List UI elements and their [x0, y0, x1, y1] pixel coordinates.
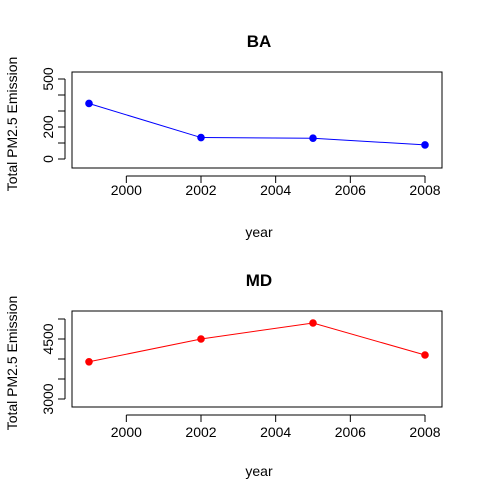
- x-tick-label: 2002: [185, 424, 216, 440]
- x-axis-label: year: [245, 224, 273, 240]
- x-axis: 2000 2002 2004 2006 2008: [111, 175, 441, 198]
- chart-title: MD: [246, 271, 272, 290]
- x-tick-label: 2006: [335, 424, 366, 440]
- data-point: [421, 351, 429, 359]
- y-tick-label: 4500: [40, 323, 56, 354]
- y-tick-label: 0: [40, 155, 56, 163]
- y-axis-label: Total PM2.5 Emission: [4, 57, 20, 192]
- x-tick-label: 2000: [111, 182, 142, 198]
- x-tick-label: 2004: [260, 182, 291, 198]
- y-axis: 0 200 500: [40, 67, 66, 163]
- data-point: [85, 99, 93, 108]
- y-tick-label: 500: [40, 67, 56, 91]
- x-tick-label: 2008: [409, 424, 440, 440]
- data-point: [197, 335, 205, 343]
- chart-title: BA: [247, 32, 272, 51]
- x-tick-label: 2006: [335, 182, 366, 198]
- data-point: [309, 134, 317, 142]
- y-tick-label: 3000: [40, 383, 56, 414]
- x-tick-label: 2008: [409, 182, 440, 198]
- data-point: [421, 141, 429, 149]
- data-point: [309, 319, 317, 327]
- data-point: [197, 133, 205, 142]
- y-tick-label: 200: [40, 115, 56, 139]
- y-axis: 3000 4500: [40, 318, 66, 415]
- x-tick-label: 2000: [111, 424, 142, 440]
- x-axis-label: year: [245, 463, 273, 479]
- x-tick-label: 2004: [260, 424, 291, 440]
- series-line: [88, 322, 426, 363]
- y-axis-label: Total PM2.5 Emission: [4, 296, 20, 431]
- x-axis: 2000 2002 2004 2006 2008: [111, 414, 441, 440]
- data-point: [85, 358, 93, 366]
- series-line: [88, 103, 426, 146]
- plot-frame: [71, 310, 443, 408]
- plot-frame: [71, 71, 443, 169]
- x-tick-label: 2002: [185, 182, 216, 198]
